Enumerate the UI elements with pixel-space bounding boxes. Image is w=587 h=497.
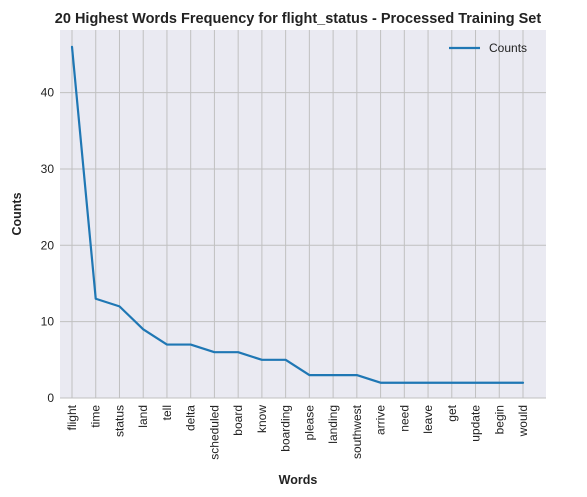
y-tick-label: 30	[41, 162, 55, 176]
chart-title: 20 Highest Words Frequency for flight_st…	[55, 11, 542, 27]
y-tick-label: 40	[41, 86, 55, 100]
series-layer	[70, 45, 525, 384]
x-tick-label: would	[516, 405, 530, 437]
series-line	[70, 45, 525, 384]
legend: Counts	[449, 41, 527, 55]
x-tick-label: land	[136, 405, 150, 428]
y-tick-label: 0	[47, 391, 54, 405]
y-axis-label: Counts	[10, 192, 24, 235]
x-tick-label: arrive	[374, 405, 388, 435]
x-tick-label: get	[445, 404, 459, 421]
x-tick-label: please	[302, 405, 316, 441]
x-tick-label: board	[231, 405, 245, 436]
x-axis-ticks: flight time status land tell delta scheduled bo…	[65, 404, 530, 459]
y-tick-label: 20	[41, 238, 55, 252]
x-tick-label: tell	[160, 405, 174, 420]
x-tick-label: delta	[184, 405, 198, 431]
x-tick-label: flight	[65, 404, 79, 430]
x-tick-label: know	[255, 405, 269, 433]
grid-lines	[60, 30, 546, 399]
x-axis-label: Words	[279, 473, 318, 487]
x-tick-label: scheduled	[207, 405, 221, 460]
plot-area	[60, 30, 546, 398]
x-tick-label: boarding	[279, 405, 293, 452]
x-tick-label: southwest	[350, 404, 364, 459]
x-tick-label: begin	[492, 405, 506, 434]
x-tick-label: status	[112, 405, 126, 437]
x-tick-label: need	[397, 405, 411, 432]
x-tick-label: update	[469, 405, 483, 442]
x-tick-label: time	[89, 405, 103, 428]
y-tick-label: 10	[41, 315, 55, 329]
x-tick-label: landing	[326, 405, 340, 444]
legend-label: Counts	[489, 41, 527, 55]
y-axis-ticks: 0 10 20 30 40	[41, 86, 55, 405]
x-tick-label: leave	[421, 405, 435, 434]
